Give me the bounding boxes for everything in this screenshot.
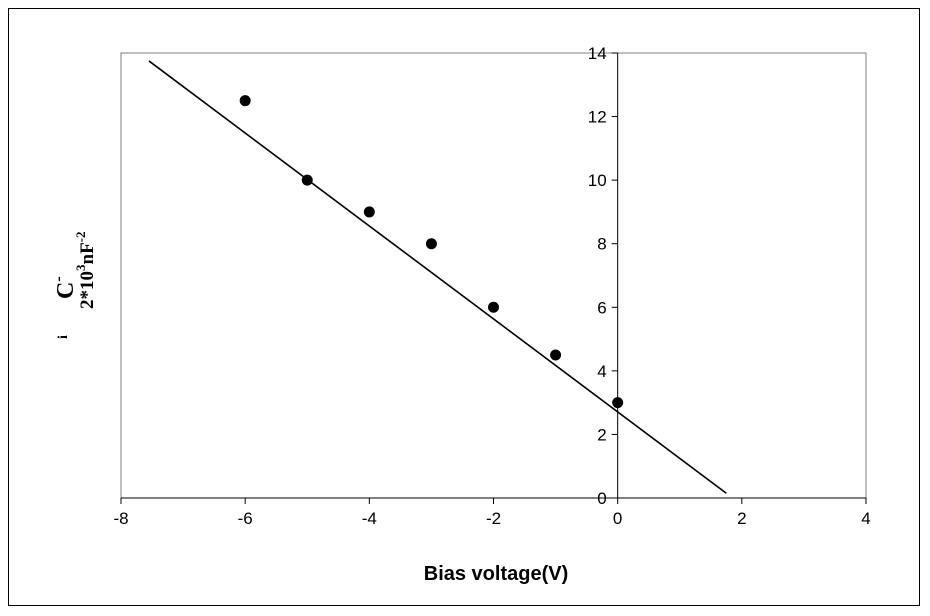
y-axis-label: C- 2*103nF-2 i bbox=[50, 231, 98, 339]
data-point bbox=[239, 95, 251, 107]
y-label-unit: 2*103nF-2 bbox=[73, 231, 98, 309]
axes bbox=[120, 52, 867, 504]
x-tick-label: -4 bbox=[362, 509, 377, 528]
chart-frame: -8 -6 -4 -2 0 2 4 0 2 4 6 8 10 12 14 Bias voltage(V) C… bbox=[8, 8, 920, 606]
y-tick-label: 0 bbox=[597, 489, 606, 508]
x-tick-label: 4 bbox=[861, 509, 870, 528]
y-tick-label: 14 bbox=[588, 44, 607, 63]
data-point bbox=[550, 349, 562, 361]
trendline-group bbox=[148, 60, 727, 494]
y-label-prefix: i bbox=[56, 335, 71, 339]
x-tick-label: 2 bbox=[737, 509, 746, 528]
y-label-main: C- bbox=[50, 276, 79, 299]
x-tick-label: -8 bbox=[113, 509, 128, 528]
y-tick-label: 2 bbox=[597, 425, 606, 444]
y-tick-label: 12 bbox=[588, 108, 607, 127]
y-tick-label: 10 bbox=[588, 171, 607, 190]
data-point bbox=[425, 238, 437, 250]
x-tick-label: 0 bbox=[613, 509, 622, 528]
data-point bbox=[612, 397, 624, 409]
tick-labels: -8 -6 -4 -2 0 2 4 0 2 4 6 8 10 12 14 bbox=[113, 44, 870, 528]
x-tick-label: -6 bbox=[238, 509, 253, 528]
data-points bbox=[239, 95, 624, 409]
data-point bbox=[363, 206, 375, 218]
bias-voltage-chart: -8 -6 -4 -2 0 2 4 0 2 4 6 8 10 12 14 Bias voltage(V) C… bbox=[50, 44, 871, 585]
data-point bbox=[488, 301, 499, 313]
trendline bbox=[148, 60, 727, 494]
plot-area bbox=[120, 52, 867, 499]
x-tick-label: -2 bbox=[486, 509, 501, 528]
data-point bbox=[301, 174, 313, 186]
y-tick-label: 6 bbox=[597, 298, 606, 317]
x-axis-label: Bias voltage(V) bbox=[424, 563, 568, 585]
y-tick-label: 4 bbox=[597, 362, 606, 381]
y-tick-label: 8 bbox=[597, 235, 606, 254]
